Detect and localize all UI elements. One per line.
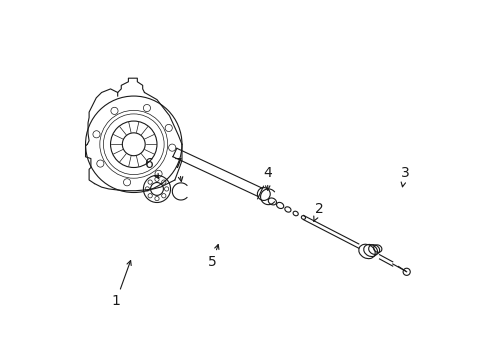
Text: 4: 4 [263, 166, 271, 190]
Text: 1: 1 [111, 261, 131, 309]
Text: 3: 3 [400, 166, 409, 187]
Text: 7: 7 [174, 157, 183, 181]
Text: 5: 5 [207, 244, 219, 269]
Text: 2: 2 [313, 202, 323, 221]
Text: 6: 6 [145, 157, 158, 178]
